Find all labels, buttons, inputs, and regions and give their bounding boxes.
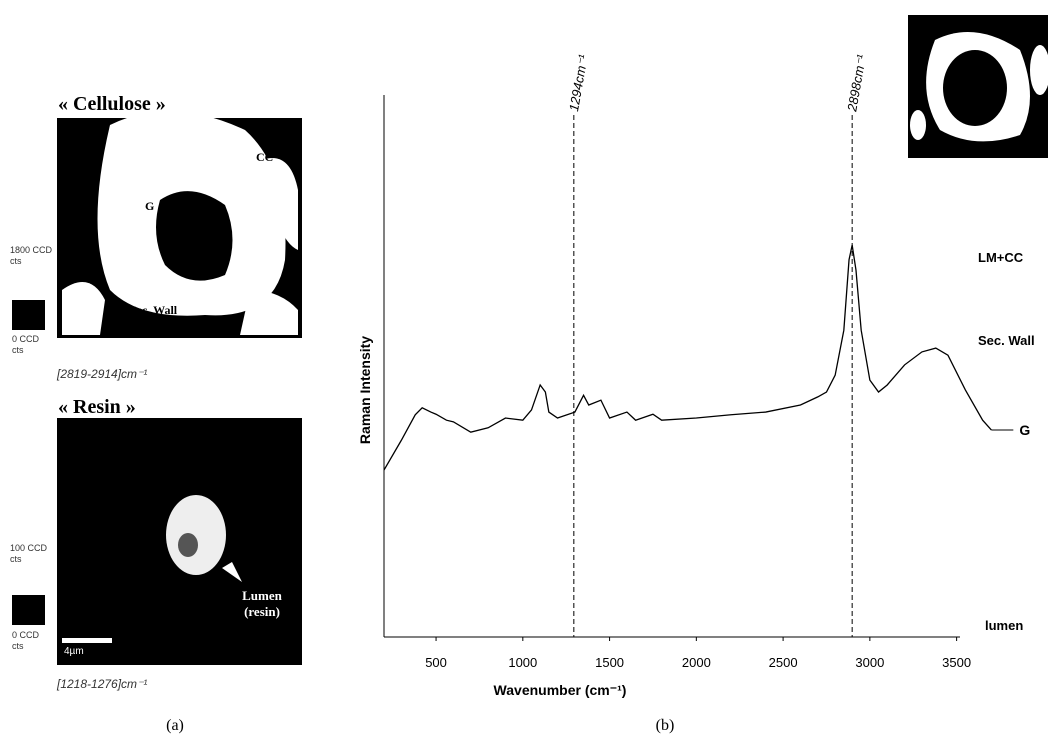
x-tick-label: 1000 [508,655,537,670]
panel-title: « Cellulose » [58,93,166,115]
side-label: lumen [985,618,1023,633]
y-axis-label: Raman Intensity [357,336,373,444]
marker-label: 1294cm⁻¹ [566,53,591,113]
resin-spot [166,495,226,575]
x-tick-label: 3000 [855,655,884,670]
x-tick-label: 2000 [682,655,711,670]
series-label: G [1019,422,1030,438]
resin-spot [178,533,198,557]
range-label: [2819-2914]cm⁻¹ [56,367,147,381]
scale-label: 4µm [64,646,84,657]
caption: (b) [656,717,675,734]
arrow [222,562,242,582]
side-label: LM+CC [978,250,1024,265]
image-label: Lumen (resin) [242,588,282,619]
caption: (a) [166,717,184,734]
scale-max: 1800 CCD cts [10,245,53,266]
marker-label: 2898cm⁻¹ [844,53,869,114]
x-axis-label: Wavenumber (cm⁻¹) [494,682,627,698]
cellulose-image [57,111,302,338]
scale-bar [62,638,112,643]
side-label: Sec. Wall [978,333,1035,348]
range-label: [1218-1276]cm⁻¹ [56,677,147,691]
scale-max: 100 CCD cts [10,543,48,564]
colorbar [12,300,45,330]
scale-min: 0 CCD cts [12,630,40,651]
x-tick-label: 2500 [769,655,798,670]
image-label: Sec. Wall [130,303,178,317]
image-label: ML [62,189,81,203]
spectrum-line [383,244,992,471]
scale-min: 0 CCD cts [12,334,40,355]
colorbar [12,595,45,625]
image-label: G [145,199,154,213]
panel-title: « Resin » [58,396,136,418]
x-tick-label: 500 [425,655,447,670]
inset-image [908,15,1050,158]
x-tick-label: 3500 [942,655,971,670]
x-tick-label: 1500 [595,655,624,670]
image-label: CC [256,150,273,164]
